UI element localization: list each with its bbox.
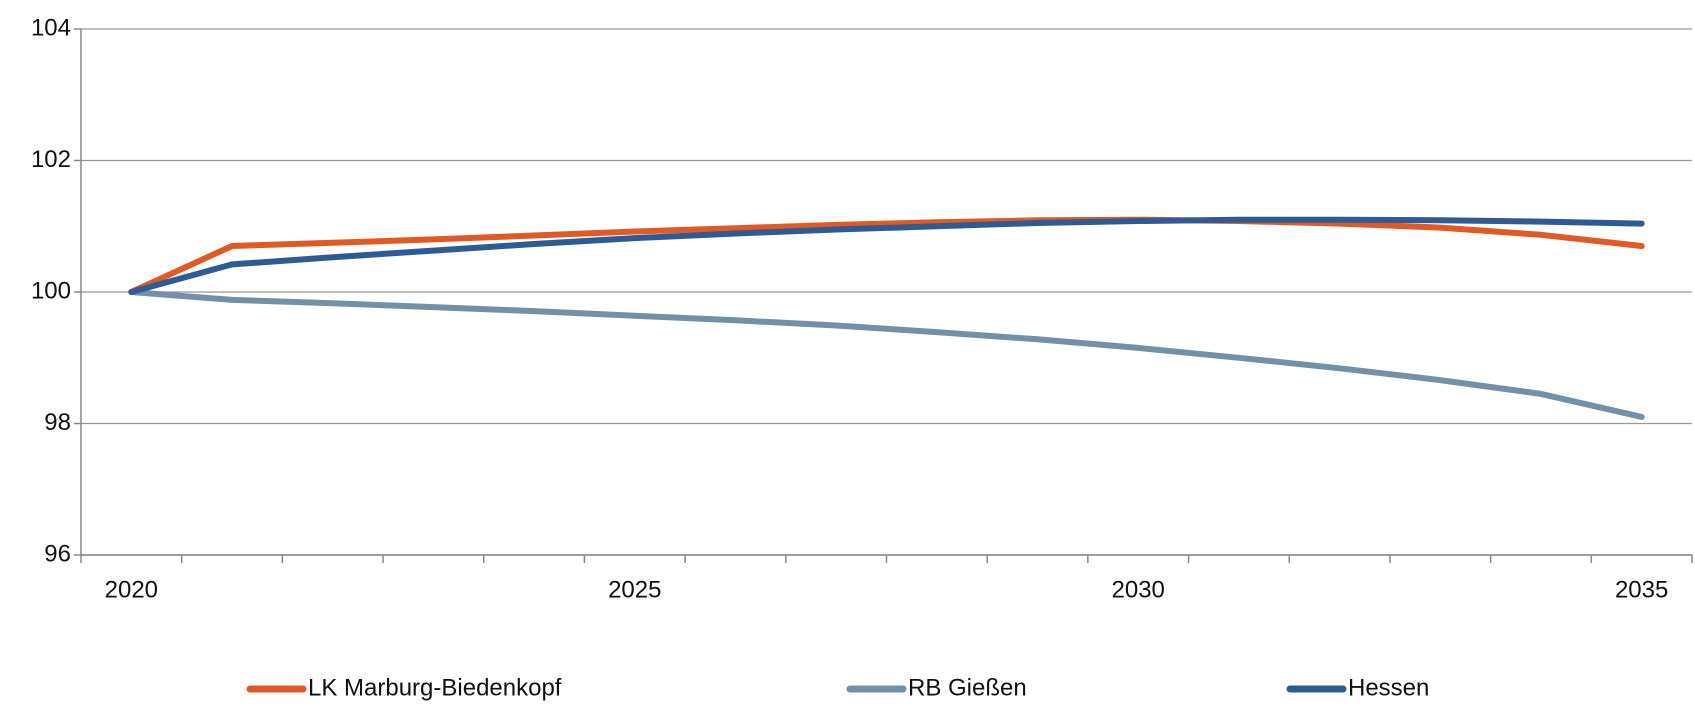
x-tick-label: 2025 [608, 576, 661, 603]
legend-label: RB Gießen [908, 674, 1027, 701]
y-tick-label: 104 [31, 14, 71, 41]
legend-label: Hessen [1348, 674, 1429, 701]
x-tick-label: 2035 [1615, 576, 1668, 603]
y-tick-label: 98 [44, 409, 71, 436]
x-tick-label: 2020 [105, 576, 158, 603]
line-series [128, 216, 1645, 295]
legend-label: LK Marburg-Biedenkopf [308, 674, 562, 701]
line-series [128, 216, 1645, 295]
y-tick-label: 96 [44, 540, 71, 567]
y-tick-label: 100 [31, 277, 71, 304]
y-tick-label: 102 [31, 146, 71, 173]
line-series [128, 289, 1645, 420]
x-tick-label: 2030 [1112, 576, 1165, 603]
